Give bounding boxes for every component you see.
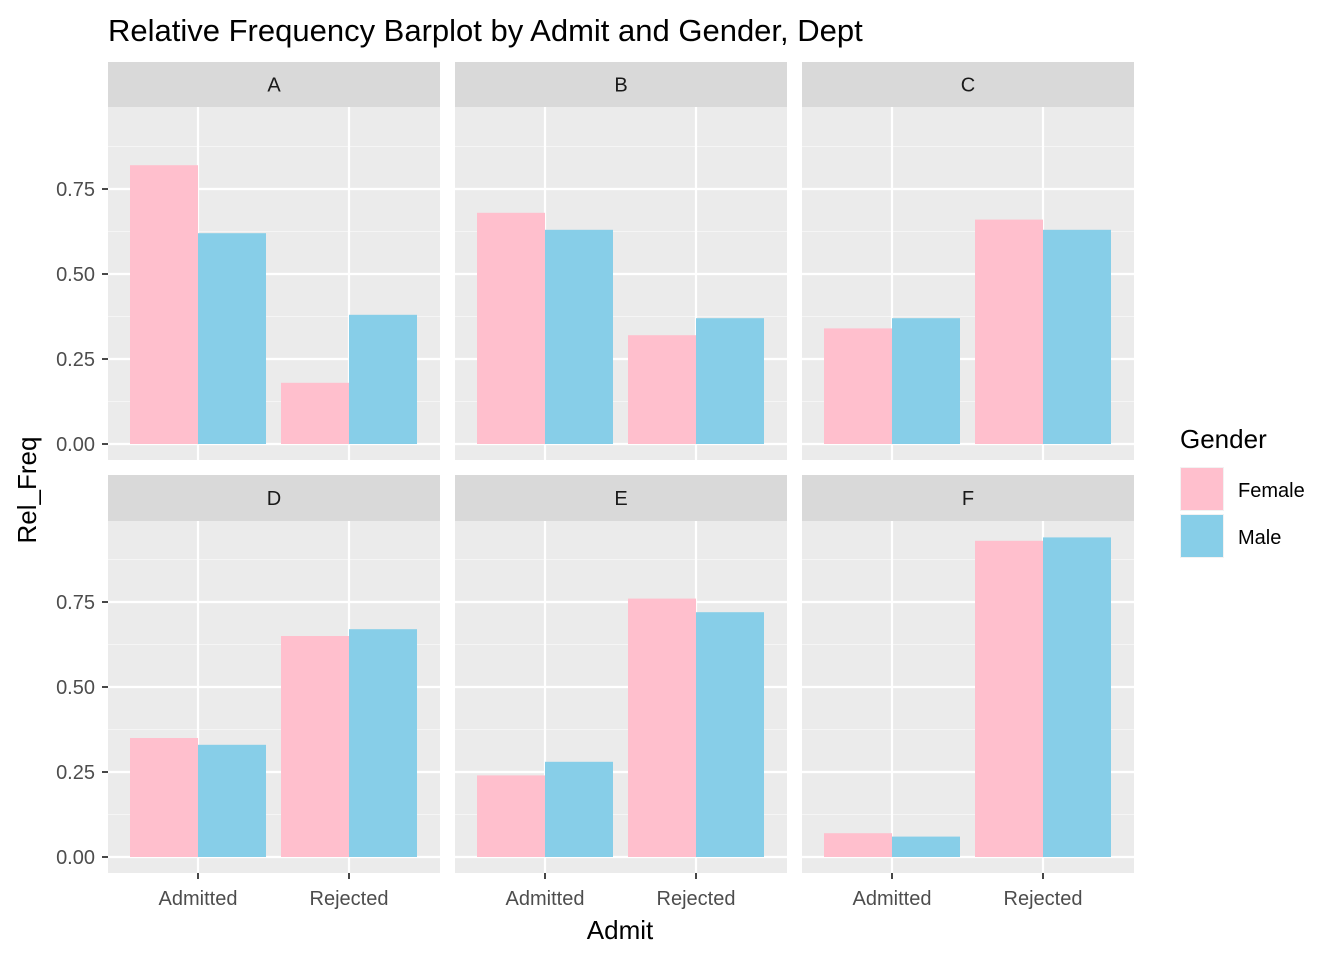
- y-tick-label: 0.25: [56, 349, 95, 371]
- legend-label-male: Male: [1238, 527, 1281, 549]
- y-tick-label: 0.25: [56, 762, 95, 784]
- bar-a-admitted-female: [130, 165, 198, 444]
- y-tick-label: 0.00: [56, 847, 95, 869]
- bar-f-admitted-female: [824, 833, 892, 857]
- bar-a-rejected-female: [281, 382, 349, 444]
- facet-strip-label: A: [267, 75, 281, 97]
- bar-e-admitted-female: [477, 775, 545, 857]
- facet-strip: [802, 62, 1134, 107]
- bar-d-admitted-female: [130, 738, 198, 857]
- legend: Gender Female Male: [1180, 424, 1305, 558]
- bar-e-admitted-male: [545, 761, 613, 857]
- legend-title: Gender: [1180, 424, 1267, 454]
- facet-panel-d: D 0.00 0.25 0.50 0.75 Admitted Rejected: [56, 475, 440, 910]
- bar-f-rejected-female: [975, 540, 1043, 857]
- x-axis-title: Admit: [587, 915, 654, 945]
- chart-title: Relative Frequency Barplot by Admit and …: [108, 13, 863, 48]
- facet-strip: [455, 475, 787, 521]
- bar-b-admitted-female: [477, 212, 545, 444]
- facet-panels: A 0.00 0.25 0.50 0.75 B C D 0.00 0.25 0.50 0.75 Admi…: [56, 62, 1134, 910]
- facet-strip: [802, 475, 1134, 521]
- x-tick-label: Rejected: [310, 888, 389, 910]
- x-tick-label: Rejected: [657, 888, 736, 910]
- legend-key-male: [1181, 515, 1223, 557]
- legend-label-female: Female: [1238, 480, 1305, 502]
- bar-c-rejected-male: [1043, 229, 1111, 444]
- y-axis-title: Rel_Freq: [12, 437, 42, 544]
- x-tick-label: Admitted: [506, 888, 585, 910]
- y-tick-label: 0.75: [56, 592, 95, 614]
- facet-strip-label: D: [267, 488, 281, 510]
- y-tick-label: 0.50: [56, 677, 95, 699]
- x-tick-label: Admitted: [853, 888, 932, 910]
- facet-panel-b: B: [455, 62, 787, 460]
- bar-b-admitted-male: [545, 229, 613, 444]
- x-tick-label: Admitted: [159, 888, 238, 910]
- legend-key-female: [1181, 468, 1223, 510]
- bar-d-rejected-female: [281, 636, 349, 857]
- facet-panel-e: E Admitted Rejected: [455, 475, 787, 910]
- bar-e-rejected-female: [628, 598, 696, 857]
- y-tick-label: 0.00: [56, 434, 95, 456]
- facet-strip: [455, 62, 787, 107]
- bar-c-admitted-male: [892, 318, 960, 444]
- facet-strip-label: E: [614, 488, 627, 510]
- bar-f-admitted-male: [892, 836, 960, 857]
- x-tick-label: Rejected: [1004, 888, 1083, 910]
- bar-c-rejected-female: [975, 219, 1043, 444]
- facet-strip: [108, 62, 440, 107]
- bar-b-rejected-male: [696, 318, 764, 444]
- bar-e-rejected-male: [696, 612, 764, 857]
- bar-a-rejected-male: [349, 314, 417, 444]
- facet-panel-c: C: [802, 62, 1134, 460]
- bar-b-rejected-female: [628, 335, 696, 444]
- bar-d-admitted-male: [198, 744, 266, 857]
- bar-f-rejected-male: [1043, 537, 1111, 857]
- facet-strip-label: F: [962, 488, 974, 510]
- facet-strip-label: B: [614, 75, 627, 97]
- facet-panel-a: A 0.00 0.25 0.50 0.75: [56, 62, 440, 460]
- facet-panel-f: F Admitted Rejected: [802, 475, 1134, 910]
- bar-d-rejected-male: [349, 629, 417, 857]
- bar-a-admitted-male: [198, 233, 266, 444]
- bar-c-admitted-female: [824, 328, 892, 444]
- y-tick-label: 0.75: [56, 179, 95, 201]
- facet-strip: [108, 475, 440, 521]
- facet-strip-label: C: [961, 75, 975, 97]
- y-tick-label: 0.50: [56, 264, 95, 286]
